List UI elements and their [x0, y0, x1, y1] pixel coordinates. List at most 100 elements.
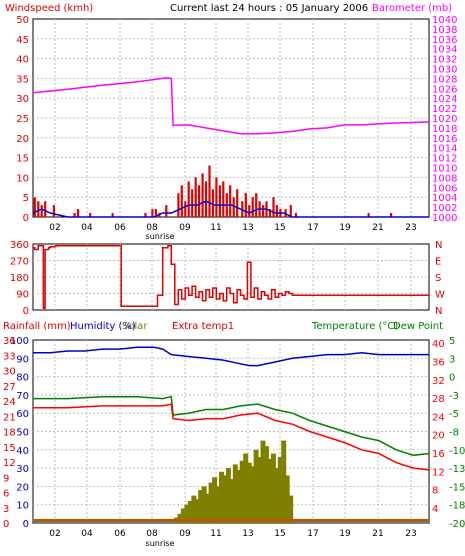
y-tick-label: 15	[16, 154, 29, 165]
dew-tick-label: -18	[449, 501, 465, 512]
solar-bar	[274, 468, 280, 523]
wind-bar	[222, 181, 225, 217]
sunrise-label: sunrise	[146, 232, 175, 241]
dew-tick-label: -5	[449, 409, 459, 420]
solar-bar	[212, 477, 218, 524]
solar-bar	[253, 449, 259, 523]
x-tick-label: 04	[81, 223, 93, 233]
compass-label: N	[435, 240, 442, 251]
rain-tick-label: 15	[3, 443, 16, 454]
y2-tick-label: 1032	[432, 55, 457, 66]
compass-label: N	[435, 306, 442, 317]
compass-label: S	[435, 273, 441, 284]
rainfall-bar	[34, 519, 428, 522]
x-tick-label: 17	[307, 529, 318, 539]
dew-tick-label: -10	[449, 446, 465, 457]
solar-bar	[177, 513, 183, 523]
temp-tick-label: 32	[432, 376, 445, 387]
wind-bar	[52, 205, 55, 217]
y-tick-label: 40	[16, 55, 29, 66]
wind-barometer-panel: 0 5 10 15 20 25 30 35 40 45 50 10001002100410061008…	[16, 15, 457, 241]
temp-tick-label: 28	[432, 394, 445, 405]
solar-bar	[191, 495, 197, 523]
y-tick-label: 0	[23, 213, 29, 224]
solar-bar	[219, 471, 224, 523]
x-tick-label: 21	[372, 223, 383, 233]
y-tick-label: 270	[10, 257, 29, 268]
x-tick-label: 02	[49, 529, 60, 539]
rain-tick-label: 21	[3, 412, 16, 423]
temp-tick-label: 36	[432, 357, 445, 368]
y-tick-label: 30	[16, 464, 29, 475]
solar-bar	[260, 440, 266, 523]
wind-bar	[275, 205, 278, 217]
wind-bar	[44, 201, 47, 217]
solar-bar	[201, 486, 207, 523]
wind-bar	[89, 213, 92, 217]
rain-tick-label: 18	[3, 428, 16, 439]
solar-bar	[270, 453, 276, 523]
barometer-line	[32, 77, 430, 135]
wind-bar	[262, 205, 265, 217]
x-tick-label: 08	[146, 529, 158, 539]
wind-bar	[194, 177, 197, 217]
solar-bar	[222, 475, 228, 523]
y2-tick-label: 1008	[432, 173, 457, 184]
x-tick-label: 15	[274, 529, 285, 539]
solar-bar	[232, 464, 238, 523]
dew-tick-label: 3	[449, 354, 455, 365]
wind-bar	[272, 197, 275, 217]
y-tick-label: 25	[16, 114, 29, 125]
wind-bar	[367, 213, 370, 217]
temp-tick-label: 40	[432, 339, 445, 350]
y2-tick-label: 1018	[432, 124, 457, 135]
y-tick-label: 20	[16, 482, 29, 493]
x-tick-label: 02	[49, 223, 60, 233]
temp-humidity-panel: 0102030405060708090100036912151821242730…	[3, 336, 465, 548]
y2-tick-label: 1022	[432, 104, 457, 115]
wind-bar	[151, 209, 154, 217]
y2-tick-label: 1024	[432, 94, 457, 105]
wind-bar	[184, 201, 187, 217]
temp-tick-label: 16	[432, 449, 445, 460]
barometer-axis-label: Barometer (mb)	[372, 3, 452, 14]
solar-bar	[250, 466, 256, 523]
temp-tick-label: 4	[432, 504, 438, 515]
y2-tick-label: 1000	[432, 213, 457, 224]
solar-bar	[281, 440, 287, 523]
solar-bar	[184, 504, 190, 523]
solar-bar	[198, 490, 204, 523]
y-tick-label: 40	[16, 446, 29, 457]
y-tick-label: 70	[16, 391, 29, 402]
y2-tick-label: 1014	[432, 144, 457, 155]
x-tick-label: 13	[242, 529, 253, 539]
solar-bar	[187, 501, 193, 523]
x-tick-label: 09	[179, 223, 191, 233]
x-tick-label: 23	[405, 529, 416, 539]
y-tick-label: 10	[16, 173, 29, 184]
y-tick-label: 0	[23, 306, 29, 317]
x-tick-label: 23	[405, 223, 416, 233]
extra-temp-label: Extra temp1	[172, 321, 234, 332]
wind-bar	[111, 213, 114, 217]
solar-bar	[208, 482, 214, 523]
wind-bar	[165, 205, 168, 217]
solar-label: Solar	[122, 321, 148, 332]
windspeed-axis-label: Windspeed (kmh)	[5, 3, 93, 14]
y2-tick-label: 1038	[432, 25, 457, 36]
y2-tick-label: 1004	[432, 193, 457, 204]
rain-tick-label: 9	[3, 473, 9, 484]
y-tick-label: 0	[23, 519, 29, 530]
gust-line	[32, 200, 429, 218]
wind-bar	[198, 185, 201, 217]
dew-tick-label: 0	[449, 373, 455, 384]
wind-bar	[191, 189, 194, 217]
extra-temp-line	[33, 403, 430, 471]
rainfall-label: Rainfall (mm)	[3, 321, 71, 332]
y-tick-label: 180	[10, 273, 29, 284]
wind-bar	[390, 213, 393, 217]
x-tick-label: 19	[339, 223, 351, 233]
dew-tick-label: -13	[449, 464, 465, 475]
